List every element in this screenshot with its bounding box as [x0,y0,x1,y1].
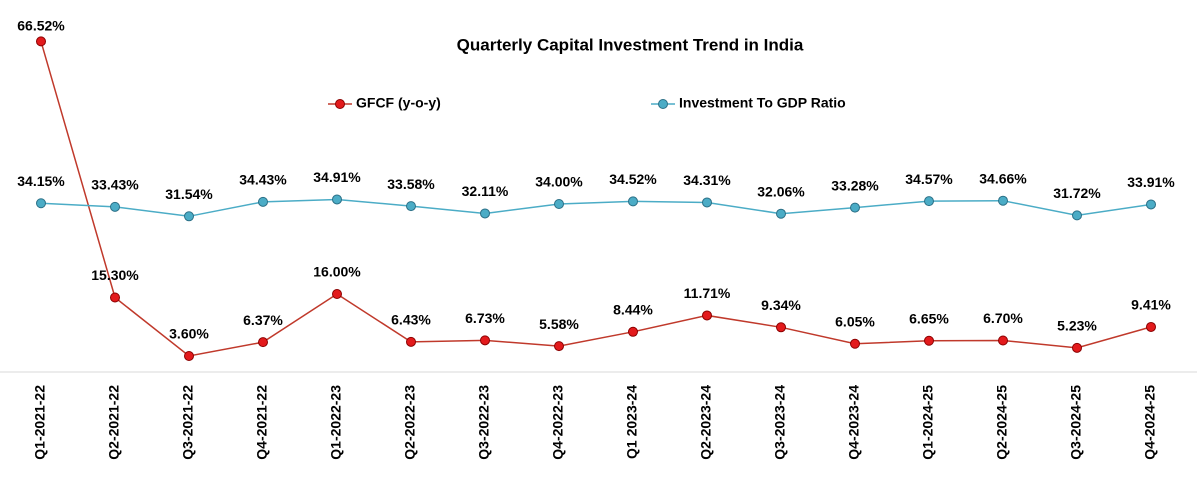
data-label: 16.00% [313,264,361,280]
data-label: 8.44% [613,302,653,318]
series-line [40,41,1152,357]
data-label: 34.57% [905,171,953,187]
x-tick-label: Q3-2021-22 [180,385,196,460]
data-point [480,335,490,346]
data-label: 33.28% [831,177,879,193]
data-point [776,322,786,333]
data-point [1072,210,1082,221]
x-tick-label: Q2-2024-25 [994,385,1010,460]
data-label: 34.31% [683,172,731,188]
data-point [924,196,934,207]
x-tick-label: Q2-2023-24 [698,385,714,460]
x-tick-label: Q1-2022-23 [328,385,344,460]
x-tick-label: Q4-2021-22 [254,385,270,460]
data-label: 6.37% [243,312,283,328]
x-tick-label: Q1 2023-24 [624,385,640,459]
data-label: 5.58% [539,316,579,332]
data-point [258,337,268,348]
x-tick-label: Q1-2024-25 [920,385,936,460]
legend-marker [335,99,345,109]
data-point [406,201,416,212]
data-label: 6.43% [391,312,431,328]
data-point [850,202,860,213]
data-label: 11.71% [684,285,731,301]
data-point [776,208,786,219]
data-point [406,336,416,347]
legend-label: GFCF (y-o-y) [356,95,441,111]
data-point [480,208,490,219]
data-label: 6.70% [983,310,1023,326]
data-point [702,310,712,321]
data-point [36,198,46,209]
data-label: 9.34% [761,297,801,313]
series-line [40,198,1152,218]
chart-title: Quarterly Capital Investment Trend in In… [457,35,804,54]
data-point [998,195,1008,206]
data-point [36,36,46,47]
x-tick-label: Q4-2022-23 [550,385,566,460]
data-point [850,338,860,349]
x-tick-label: Q2-2021-22 [106,385,122,460]
data-point [258,196,268,207]
data-label: 34.66% [979,170,1027,186]
data-point [554,199,564,209]
data-label: 33.58% [387,176,435,192]
data-label: 34.00% [535,174,583,190]
data-label: 34.52% [609,171,657,187]
x-tick-label: Q4-2024-25 [1142,385,1158,460]
data-label: 6.05% [835,313,875,329]
x-tick-label: Q3-2022-23 [476,385,492,460]
data-label: 33.43% [91,177,139,193]
data-point [924,335,934,346]
x-tick-label: Q3-2023-24 [772,385,788,460]
x-tick-label: Q4-2023-24 [846,385,862,460]
legend-marker [658,99,668,109]
data-point [998,335,1008,346]
data-label: 5.23% [1057,318,1097,334]
x-tick-label: Q2-2022-23 [402,385,418,460]
x-tick-label: Q3-2024-25 [1068,385,1084,460]
data-label: 31.72% [1053,185,1101,201]
data-point [332,289,342,299]
data-label: 66.52% [17,18,65,34]
data-point [628,196,638,207]
data-point [184,351,194,361]
legend-label: Investment To GDP Ratio [679,95,846,111]
data-label: 33.91% [1127,174,1175,190]
data-label: 32.06% [757,183,805,199]
x-tick-label: Q1-2021-22 [32,385,48,460]
data-point [628,326,638,337]
data-point [1072,342,1082,353]
data-point [702,197,712,208]
data-point [110,292,120,303]
data-point [332,194,342,205]
data-point [554,341,564,352]
data-label: 34.91% [313,169,361,185]
data-label: 34.43% [239,172,287,188]
data-label: 3.60% [169,326,209,342]
data-label: 6.65% [909,310,949,326]
data-point [1146,199,1156,210]
data-point [1146,321,1156,332]
data-label: 6.73% [465,310,505,326]
data-label: 32.11% [462,183,509,199]
data-point [184,211,194,222]
data-label: 34.15% [17,173,65,189]
data-label: 9.41% [1131,297,1171,313]
data-point [110,201,120,212]
data-label: 15.30% [91,267,139,283]
data-label: 31.54% [165,186,213,202]
